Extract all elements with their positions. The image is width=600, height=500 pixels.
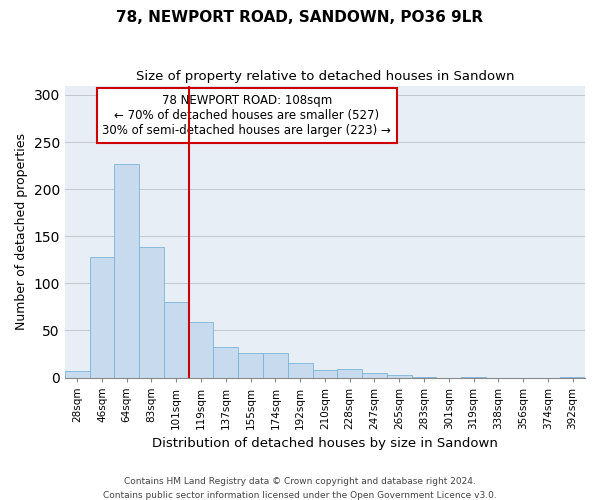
Bar bbox=[412, 376, 436, 378]
Title: Size of property relative to detached houses in Sandown: Size of property relative to detached ho… bbox=[136, 70, 514, 83]
Bar bbox=[461, 376, 486, 378]
X-axis label: Distribution of detached houses by size in Sandown: Distribution of detached houses by size … bbox=[152, 437, 498, 450]
Bar bbox=[89, 257, 115, 378]
Bar bbox=[288, 364, 313, 378]
Bar bbox=[263, 353, 288, 378]
Bar bbox=[238, 353, 263, 378]
Bar bbox=[362, 373, 387, 378]
Text: 78, NEWPORT ROAD, SANDOWN, PO36 9LR: 78, NEWPORT ROAD, SANDOWN, PO36 9LR bbox=[116, 10, 484, 25]
Bar bbox=[313, 370, 337, 378]
Y-axis label: Number of detached properties: Number of detached properties bbox=[15, 133, 28, 330]
Bar bbox=[214, 348, 238, 378]
Bar bbox=[337, 369, 362, 378]
Bar bbox=[188, 322, 214, 378]
Bar bbox=[139, 246, 164, 378]
Bar bbox=[65, 371, 89, 378]
Bar bbox=[115, 164, 139, 378]
Bar bbox=[387, 374, 412, 378]
Bar bbox=[164, 302, 188, 378]
Text: 78 NEWPORT ROAD: 108sqm
← 70% of detached houses are smaller (527)
30% of semi-d: 78 NEWPORT ROAD: 108sqm ← 70% of detache… bbox=[103, 94, 391, 138]
Bar bbox=[560, 376, 585, 378]
Text: Contains HM Land Registry data © Crown copyright and database right 2024.
Contai: Contains HM Land Registry data © Crown c… bbox=[103, 478, 497, 500]
